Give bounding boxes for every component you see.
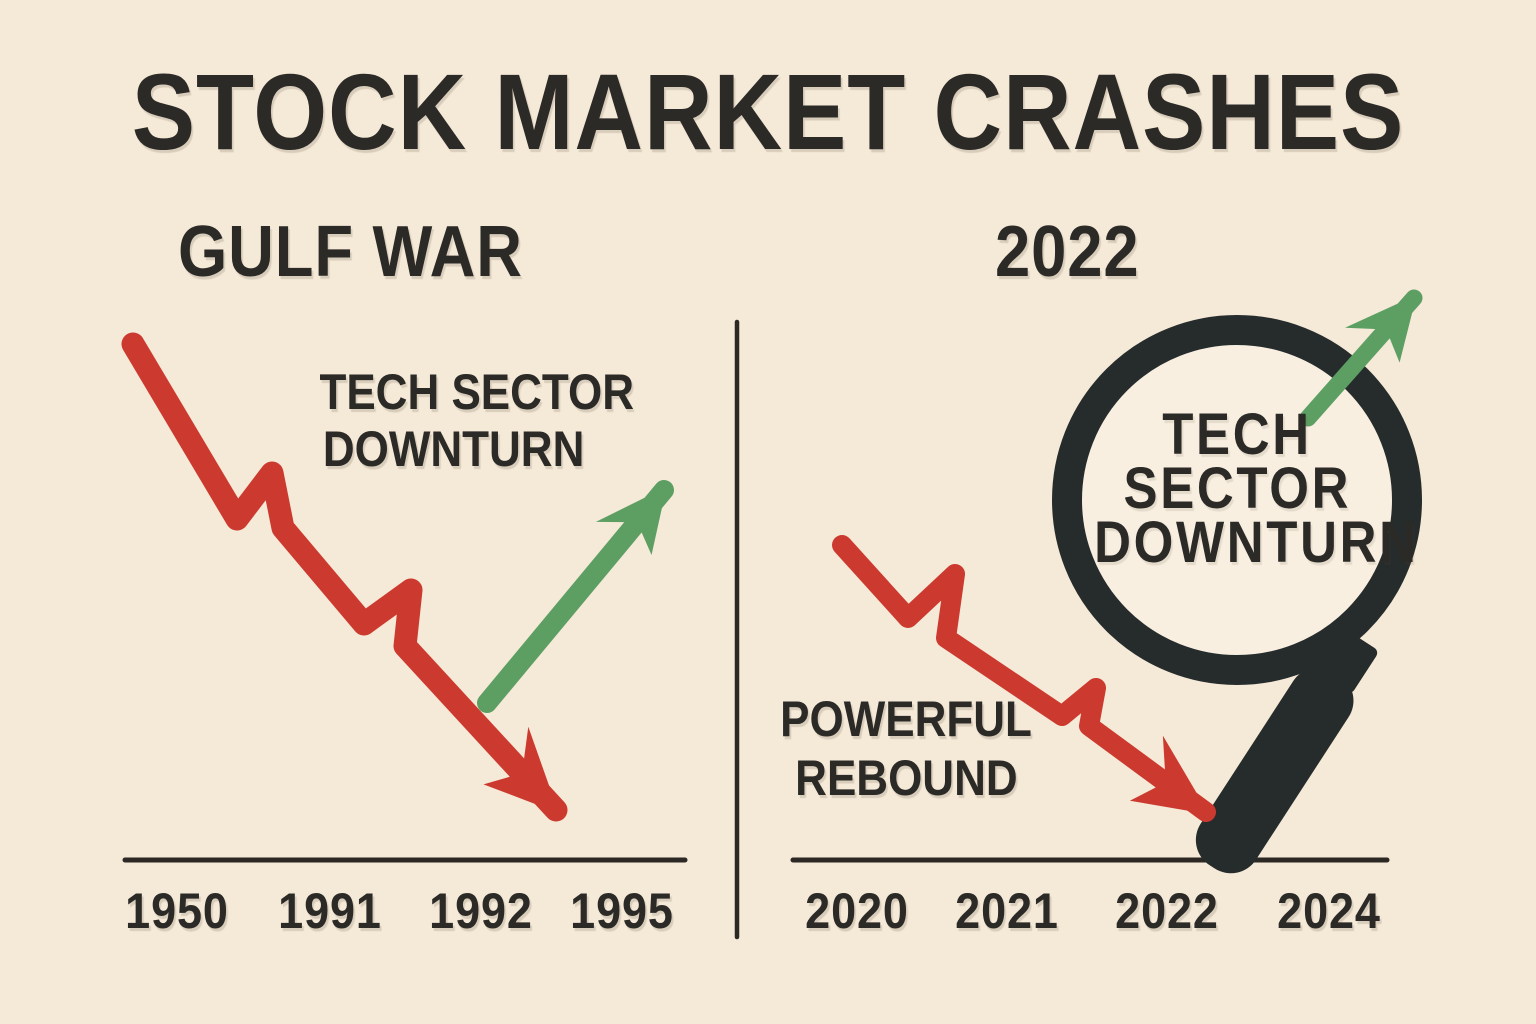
year-label: 2021 [955,883,1059,939]
magnifier-lens [1052,315,1422,685]
downtrend-arrow-icon [121,332,568,822]
left-panel-heading: GULF WAR [178,212,523,292]
right-annotation-powerful-rebound: POWERFUL REBOUND [780,691,1032,806]
year-label: 2022 [1115,883,1219,939]
page-title: STOCK MARKET CRASHES [131,51,1405,172]
year-label: 1991 [278,883,382,939]
year-label: 1950 [125,883,229,939]
left-annotation-tech-sector-downturn: TECH SECTOR DOWNTURN [319,364,635,477]
year-label: 2024 [1277,883,1381,939]
year-label: 1995 [570,883,674,939]
year-label: 2020 [805,883,909,939]
uptrend-arrow-icon [1299,289,1423,427]
downtrend-arrow-icon [832,535,1216,822]
year-label: 1992 [429,883,533,939]
magnifier-label-tech-sector-downturn: TECH SECTOR DOWNTURN [1094,402,1419,575]
right-panel-heading: 2022 [995,212,1140,292]
magnifier-handle [1195,628,1378,874]
uptrend-arrow-icon [477,480,674,713]
magnifying-glass-icon [1052,315,1422,874]
